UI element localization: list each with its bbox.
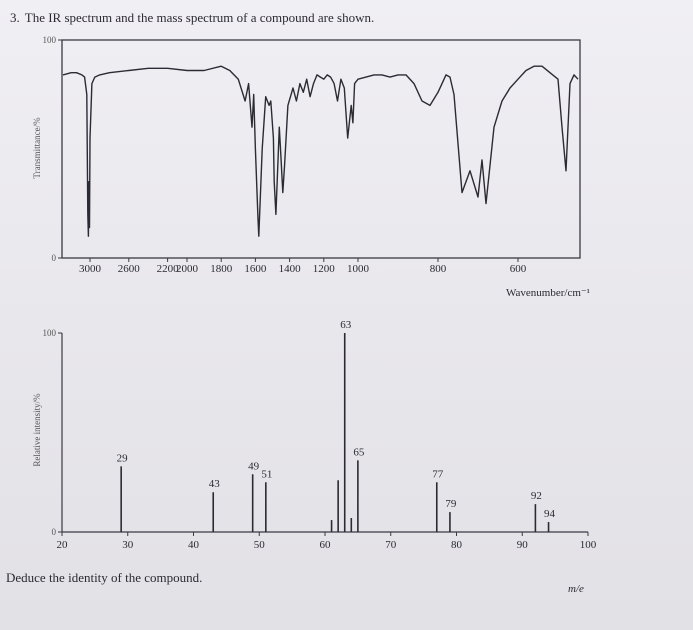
ms-peak-label-94: 94	[544, 508, 556, 520]
ir-x-tick-label: 600	[510, 263, 527, 275]
ms-peak-label-63: 63	[340, 319, 352, 331]
ms-y-tick-label: 100	[43, 328, 57, 338]
ir-x-tick-label: 3000	[79, 263, 102, 275]
ms-y-ticks: 100 0	[43, 328, 62, 537]
ms-x-tick-label: 40	[188, 539, 200, 551]
ir-x-axis-label: Wavenumber/cm⁻¹	[506, 287, 590, 299]
ms-x-ticks: 20 30 40 50 60 70 80 90 100	[57, 532, 597, 551]
ir-transmittance-line	[62, 65, 579, 237]
ir-x-tick-label: 2200	[157, 263, 180, 275]
ir-x-tick-label: 1200	[313, 263, 336, 275]
ir-y-ticks: 100 0	[43, 35, 62, 263]
ms-peak-label-92: 92	[531, 490, 542, 502]
ir-y-tick-label: 0	[52, 253, 57, 263]
ms-x-tick-label: 20	[57, 539, 69, 551]
ir-x-tick-label: 1400	[279, 263, 302, 275]
ms-peak-label-77: 77	[432, 468, 444, 480]
ms-x-tick-label: 90	[517, 539, 529, 551]
ms-x-tick-label: 100	[580, 539, 597, 551]
question-text: The IR spectrum and the mass spectrum of…	[24, 10, 375, 25]
ms-y-axis-label: Relative intensity/%	[32, 393, 42, 467]
ms-peak-label-49: 49	[248, 460, 260, 472]
ms-x-axis-label: m/e	[568, 583, 584, 595]
ir-x-tick-label: 1000	[347, 263, 370, 275]
question-number: 3.	[10, 10, 20, 25]
ms-peak-label-65: 65	[353, 446, 365, 458]
ms-peak-label-51: 51	[261, 468, 272, 480]
question-prompt: Deduce the identity of the compound.	[6, 570, 203, 585]
ms-x-tick-label: 80	[451, 539, 463, 551]
ms-x-tick-label: 60	[320, 539, 332, 551]
ms-x-tick-label: 30	[122, 539, 134, 551]
ms-x-tick-label: 50	[254, 539, 266, 551]
question-heading: 3. The IR spectrum and the mass spectrum …	[10, 10, 374, 26]
ms-peak-label-43: 43	[209, 478, 221, 490]
ms-y-tick-label: 0	[52, 527, 57, 537]
ms-peak-label-79: 79	[445, 498, 457, 510]
ir-plot-frame	[61, 39, 581, 259]
ir-x-tick-label: 1800	[210, 263, 233, 275]
ir-x-tick-label: 800	[430, 263, 447, 275]
ir-y-axis-label: Transmittance/%	[32, 117, 42, 179]
ir-x-tick-label: 1600	[244, 263, 267, 275]
ir-x-tick-label: 2600	[118, 263, 141, 275]
ms-peak-label-29: 29	[117, 452, 129, 464]
ir-y-tick-label: 100	[43, 35, 57, 45]
ms-x-tick-label: 70	[385, 539, 397, 551]
ir-x-tick-label: 2000	[176, 263, 199, 275]
